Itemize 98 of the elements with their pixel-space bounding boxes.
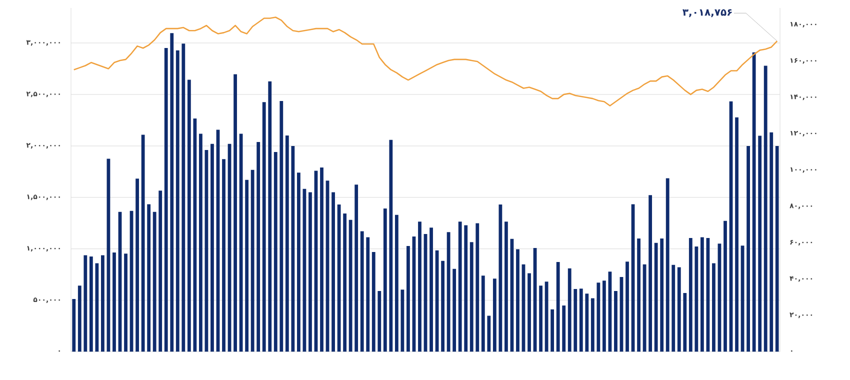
bar — [262, 102, 266, 352]
bar — [516, 249, 520, 352]
bar — [72, 299, 76, 352]
bar — [614, 291, 618, 352]
bar — [712, 263, 716, 352]
bar — [152, 212, 156, 352]
bar — [724, 220, 727, 352]
bar — [481, 276, 485, 352]
bar — [568, 268, 572, 352]
bar — [400, 290, 404, 352]
bar — [476, 223, 480, 352]
bar — [458, 222, 462, 352]
bar — [366, 237, 370, 352]
bar — [95, 263, 99, 352]
bar — [562, 306, 566, 352]
bar — [688, 238, 692, 352]
bar — [308, 192, 312, 352]
bar — [378, 291, 382, 352]
bar — [735, 117, 738, 352]
bar — [348, 220, 352, 352]
bar — [256, 142, 260, 352]
bar — [487, 316, 491, 352]
bar — [677, 267, 681, 352]
bar — [164, 48, 168, 352]
bar — [556, 262, 560, 352]
bar — [360, 231, 364, 352]
bar — [332, 192, 335, 352]
bar — [343, 213, 347, 352]
bar — [84, 255, 88, 352]
bar — [394, 214, 398, 352]
bar — [245, 180, 249, 352]
bar — [648, 195, 652, 352]
bar — [418, 222, 422, 352]
bar — [291, 146, 295, 352]
bar — [193, 118, 197, 352]
bar — [672, 264, 676, 352]
bar — [637, 238, 640, 352]
bar — [441, 260, 444, 352]
bar — [234, 74, 237, 352]
bar — [602, 280, 606, 352]
bar — [528, 273, 531, 352]
bar — [222, 159, 226, 352]
bar — [187, 80, 191, 352]
bar — [683, 293, 687, 352]
bar — [210, 144, 214, 352]
bar — [504, 222, 508, 352]
bar — [89, 256, 93, 352]
bar — [700, 237, 704, 352]
bar — [176, 50, 180, 352]
bar — [660, 238, 664, 352]
bar — [590, 298, 594, 352]
bar — [158, 190, 162, 352]
bar — [539, 286, 542, 352]
bar — [574, 289, 578, 352]
bar — [78, 286, 82, 352]
bar — [626, 262, 629, 352]
bar — [354, 184, 358, 352]
bar — [492, 278, 496, 352]
bar — [268, 81, 272, 352]
bar — [770, 132, 774, 352]
bar — [596, 282, 600, 352]
bar — [101, 255, 104, 352]
bar — [296, 172, 300, 352]
bar — [654, 242, 658, 352]
bar — [470, 242, 474, 352]
bar — [250, 170, 254, 352]
bar — [136, 178, 139, 352]
bar — [199, 134, 202, 352]
bar — [758, 136, 762, 352]
bar — [285, 136, 289, 352]
bar — [147, 204, 151, 352]
bar — [112, 252, 116, 352]
bar — [446, 232, 450, 352]
bar — [764, 66, 768, 352]
bar — [746, 146, 750, 352]
bar — [585, 294, 589, 352]
bar — [550, 309, 554, 352]
bar — [694, 246, 698, 352]
bar — [274, 152, 278, 352]
bar — [452, 268, 456, 352]
bar — [372, 252, 376, 352]
bar — [544, 282, 548, 352]
bar — [170, 33, 174, 352]
bar — [141, 134, 145, 352]
annotation: ۳,۰۱۸,۷۵۶ — [682, 9, 732, 18]
bar — [389, 140, 393, 352]
bar — [430, 228, 433, 352]
bar — [182, 44, 186, 352]
bar — [579, 288, 583, 352]
bar — [406, 246, 410, 352]
bar — [280, 101, 284, 352]
bar — [498, 204, 502, 352]
bar — [752, 52, 756, 352]
bar — [320, 167, 324, 352]
bar — [666, 178, 670, 352]
bar — [124, 254, 128, 352]
bar — [383, 208, 387, 352]
bar — [464, 225, 468, 352]
